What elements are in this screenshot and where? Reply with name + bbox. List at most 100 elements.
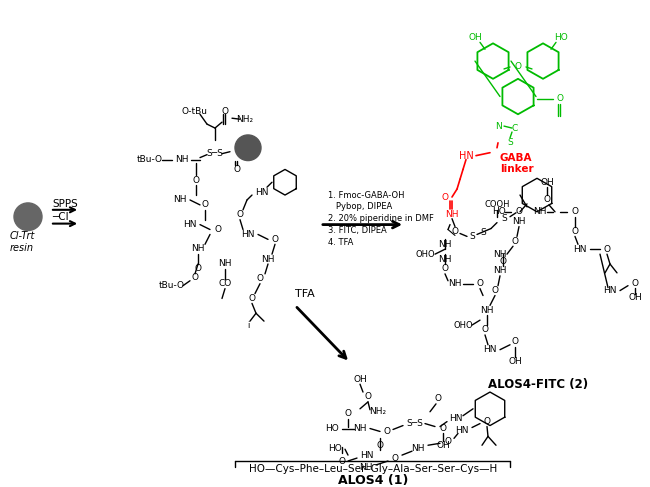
Text: O: O — [192, 176, 200, 185]
Text: O: O — [434, 394, 441, 403]
Text: O: O — [482, 325, 489, 335]
Text: S: S — [501, 214, 507, 223]
Text: OH: OH — [436, 441, 450, 450]
Text: NH: NH — [448, 279, 461, 288]
Text: HO: HO — [554, 33, 568, 42]
Text: ─Cl: ─Cl — [52, 212, 69, 222]
Text: OH: OH — [508, 357, 522, 366]
Text: O: O — [515, 207, 523, 216]
Text: i: i — [247, 320, 249, 330]
Circle shape — [235, 135, 261, 161]
Text: NH: NH — [353, 424, 367, 433]
Text: COOH: COOH — [484, 200, 510, 209]
Text: OH: OH — [353, 375, 367, 384]
Text: NH: NH — [218, 260, 232, 268]
Text: linker: linker — [500, 165, 534, 174]
Text: HN: HN — [449, 414, 463, 423]
Text: O: O — [222, 107, 229, 116]
Text: CO: CO — [218, 279, 231, 288]
Text: HO: HO — [492, 207, 506, 216]
Text: ALOS4 (1): ALOS4 (1) — [338, 474, 408, 487]
Text: NH: NH — [512, 217, 526, 226]
Text: HN: HN — [459, 150, 473, 161]
Text: OH: OH — [540, 178, 554, 187]
Text: HO: HO — [325, 424, 339, 433]
Text: OH: OH — [468, 33, 482, 42]
Text: O: O — [512, 237, 519, 246]
Text: O: O — [499, 257, 506, 265]
Text: O: O — [365, 393, 372, 401]
Text: O: O — [556, 94, 564, 103]
Text: O-tBu: O-tBu — [182, 107, 208, 116]
Text: HN: HN — [603, 286, 617, 295]
Text: S: S — [469, 232, 475, 241]
Text: NH: NH — [533, 207, 547, 216]
Text: NH: NH — [191, 244, 205, 253]
Text: HN: HN — [255, 187, 268, 197]
Text: O: O — [272, 235, 278, 244]
Text: HO: HO — [328, 444, 342, 453]
Text: HN: HN — [573, 245, 587, 254]
Text: NH₂: NH₂ — [369, 407, 387, 416]
Text: HN: HN — [483, 345, 497, 354]
Text: O: O — [603, 245, 610, 254]
Text: OHO: OHO — [453, 320, 473, 330]
Text: Cl-Trt: Cl-Trt — [10, 231, 35, 242]
Text: HN: HN — [241, 230, 255, 239]
Text: O: O — [543, 195, 551, 205]
Text: NH: NH — [480, 306, 494, 315]
Text: N: N — [495, 122, 501, 131]
Text: C: C — [512, 124, 518, 132]
Text: NH: NH — [411, 444, 424, 453]
Text: O: O — [512, 337, 519, 346]
Text: HN: HN — [455, 426, 469, 435]
Text: HN: HN — [360, 450, 374, 460]
Text: O: O — [248, 294, 255, 303]
Text: resin: resin — [10, 243, 34, 253]
Text: O: O — [237, 210, 244, 219]
Text: O: O — [344, 409, 352, 418]
Text: NH: NH — [359, 464, 372, 472]
Text: O: O — [192, 273, 198, 282]
Text: NH: NH — [261, 255, 275, 263]
Text: 4. TFA: 4. TFA — [328, 238, 354, 247]
Text: NH: NH — [445, 210, 459, 219]
Text: GABA: GABA — [500, 152, 532, 163]
Text: tBu-O: tBu-O — [159, 281, 185, 290]
Text: O: O — [202, 200, 209, 209]
Text: O: O — [391, 453, 398, 463]
Text: NH₂: NH₂ — [237, 115, 254, 124]
Text: O: O — [384, 427, 391, 436]
Text: S: S — [480, 228, 486, 237]
Text: O: O — [233, 165, 240, 174]
Text: SPPS: SPPS — [52, 199, 78, 209]
Text: TFA: TFA — [295, 289, 315, 299]
Text: NH: NH — [174, 195, 187, 205]
Text: 1. Fmoc-GABA-OH: 1. Fmoc-GABA-OH — [328, 190, 404, 200]
Text: tBu-O: tBu-O — [137, 155, 163, 164]
Text: O: O — [452, 227, 458, 236]
Text: Pybop, DIPEA: Pybop, DIPEA — [328, 203, 392, 211]
Text: O: O — [439, 424, 447, 433]
Text: O: O — [445, 437, 452, 446]
Text: O: O — [632, 279, 638, 288]
Text: O: O — [376, 441, 384, 450]
Text: O: O — [339, 456, 346, 466]
Text: O: O — [515, 62, 521, 72]
Text: S: S — [507, 138, 513, 148]
Text: O: O — [491, 286, 499, 295]
Text: HN: HN — [183, 220, 197, 229]
Text: NH: NH — [493, 266, 507, 275]
Text: S─S: S─S — [406, 419, 423, 428]
Text: O: O — [214, 225, 222, 234]
Text: O: O — [571, 207, 578, 216]
Text: NH: NH — [493, 250, 507, 259]
Circle shape — [14, 203, 42, 230]
Text: ALOS4-FITC (2): ALOS4-FITC (2) — [488, 378, 588, 391]
Text: NH: NH — [438, 255, 452, 263]
Text: O: O — [441, 264, 448, 273]
Text: O: O — [257, 274, 263, 283]
Text: 2. 20% piperidine in DMF: 2. 20% piperidine in DMF — [328, 214, 434, 223]
Text: NH: NH — [438, 240, 452, 249]
Text: O: O — [194, 264, 202, 273]
